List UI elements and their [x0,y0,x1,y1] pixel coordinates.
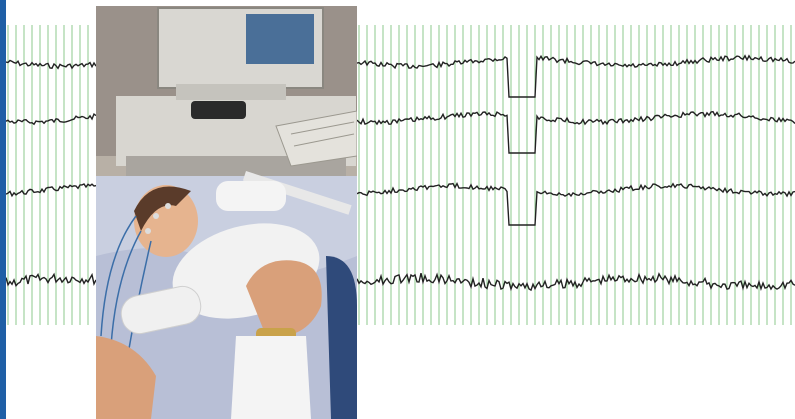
eeg-strip-right [357,25,795,325]
eeg-trace [357,272,795,292]
eeg-trace [6,183,96,198]
eeg-trace [6,112,96,126]
left-edge-bar [0,0,6,419]
infant-head [134,185,198,257]
eeg-trace [6,272,96,288]
infant-eeg-photo [96,6,357,419]
computer-monitor-icon [157,7,324,100]
eeg-trace [357,54,795,98]
adult-hand [231,260,322,419]
keyboard-icon [275,110,357,167]
eeg-trace [357,181,795,226]
eeg-trace [357,110,795,154]
eeg-trace [6,59,96,70]
eeg-strip-left [6,25,96,325]
